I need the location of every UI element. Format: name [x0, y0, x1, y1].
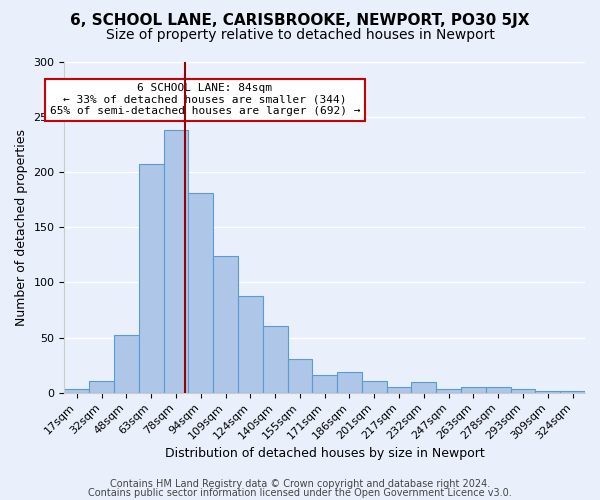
Bar: [287, 358, 313, 392]
Y-axis label: Number of detached properties: Number of detached properties: [15, 128, 28, 326]
Bar: [412, 382, 436, 392]
Bar: [164, 130, 188, 392]
Bar: [238, 296, 263, 392]
Bar: [362, 380, 386, 392]
Bar: [188, 193, 213, 392]
Bar: [486, 387, 511, 392]
Text: Contains public sector information licensed under the Open Government Licence v3: Contains public sector information licen…: [88, 488, 512, 498]
Bar: [436, 390, 461, 392]
Bar: [263, 326, 287, 392]
Bar: [313, 375, 337, 392]
Bar: [114, 336, 139, 392]
Bar: [89, 380, 114, 392]
Bar: [386, 387, 412, 392]
Bar: [511, 390, 535, 392]
Bar: [213, 256, 238, 392]
Bar: [560, 390, 585, 392]
Bar: [337, 372, 362, 392]
Text: 6 SCHOOL LANE: 84sqm
← 33% of detached houses are smaller (344)
65% of semi-deta: 6 SCHOOL LANE: 84sqm ← 33% of detached h…: [50, 83, 360, 116]
Bar: [461, 387, 486, 392]
Bar: [535, 390, 560, 392]
X-axis label: Distribution of detached houses by size in Newport: Distribution of detached houses by size …: [165, 447, 485, 460]
Text: Contains HM Land Registry data © Crown copyright and database right 2024.: Contains HM Land Registry data © Crown c…: [110, 479, 490, 489]
Text: 6, SCHOOL LANE, CARISBROOKE, NEWPORT, PO30 5JX: 6, SCHOOL LANE, CARISBROOKE, NEWPORT, PO…: [70, 12, 530, 28]
Text: Size of property relative to detached houses in Newport: Size of property relative to detached ho…: [106, 28, 494, 42]
Bar: [64, 390, 89, 392]
Bar: [139, 164, 164, 392]
